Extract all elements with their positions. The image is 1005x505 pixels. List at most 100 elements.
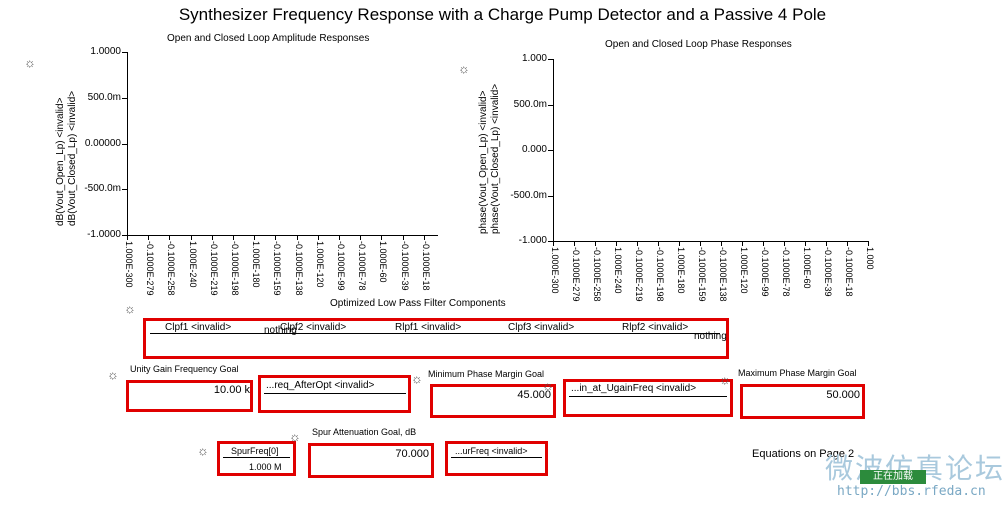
loading-badge: 正在加载: [860, 470, 926, 484]
phase-plot-title: Open and Closed Loop Phase Responses: [605, 39, 792, 50]
x-tick-label: 1.000E-180: [251, 241, 262, 288]
amplitude-ylabel-closed: dB(Vout_Closed_Lp) <invalid>: [67, 90, 78, 226]
spur-freq-value: 1.000 M: [249, 462, 282, 472]
x-tick-mark: [148, 235, 150, 240]
equations-note: Equations on Page 2: [752, 448, 855, 460]
min-phase-margin-label: Minimum Phase Margin Goal: [428, 369, 545, 379]
sun-icon[interactable]: ☼: [107, 367, 119, 382]
max-phase-margin-field[interactable]: [740, 384, 865, 419]
x-tick-label: 1.000E-60: [802, 247, 812, 289]
y-tick-mark: [548, 104, 553, 106]
spur-freq-divider: [223, 457, 290, 458]
max-phase-margin-label: Maximum Phase Margin Goal: [738, 368, 857, 378]
y-tick-mark: [122, 52, 127, 53]
x-tick-label: 1.000E-60: [378, 241, 389, 283]
pm-at-ugain-divider: [569, 396, 727, 397]
x-tick-label: -0.1000E-39: [399, 241, 410, 291]
sun-icon[interactable]: ☼: [411, 371, 423, 386]
x-tick-mark: [360, 235, 362, 240]
freq-after-opt-box[interactable]: [258, 375, 411, 413]
spur-freq-out-divider: [451, 457, 542, 458]
y-tick-mark: [122, 97, 127, 99]
spur-freq-box[interactable]: [217, 441, 296, 476]
spur-atten-label: Spur Attenuation Goal, dB: [312, 427, 417, 437]
sun-icon[interactable]: ☼: [719, 372, 731, 387]
pm-at-ugain-box[interactable]: [563, 379, 733, 417]
min-phase-margin-value: 45.000: [517, 389, 551, 401]
x-tick-label: 1.000E-300: [550, 247, 560, 294]
phase-plot-area[interactable]: [553, 59, 869, 242]
x-tick-mark: [127, 235, 128, 240]
x-tick-label: -0.1000E-198: [655, 247, 665, 302]
x-tick-mark: [868, 241, 869, 246]
x-tick-label: 1.000E-120: [314, 241, 325, 288]
x-tick-mark: [721, 241, 722, 246]
y-tick-label: 1.000: [521, 53, 547, 64]
spur-freq-out-box[interactable]: [445, 441, 548, 476]
y-tick-label: -1.000: [518, 235, 547, 246]
x-tick-mark: [275, 235, 277, 240]
x-tick-mark: [679, 241, 680, 246]
sun-icon[interactable]: ☼: [458, 61, 470, 76]
x-tick-mark: [317, 235, 319, 240]
y-tick-mark: [548, 150, 553, 151]
x-tick-mark: [553, 241, 554, 246]
x-tick-mark: [616, 241, 617, 246]
y-tick-mark: [548, 241, 553, 242]
page-title: Synthesizer Frequency Response with a Ch…: [178, 5, 827, 24]
x-tick-label: 1.000E-300: [124, 241, 134, 288]
x-tick-mark: [190, 235, 192, 240]
x-tick-label: -0.1000E-258: [166, 241, 177, 296]
y-tick-mark: [548, 59, 553, 60]
x-tick-label: -0.1000E-18: [420, 241, 431, 291]
x-tick-label: -0.1000E-198: [230, 241, 240, 296]
x-tick-mark: [423, 235, 425, 240]
amplitude-plot-title: Open and Closed Loop Amplitude Responses: [167, 33, 370, 44]
unity-gain-field[interactable]: [126, 380, 253, 412]
sun-icon[interactable]: ☼: [124, 301, 136, 316]
x-tick-label: -0.1000E-78: [781, 247, 791, 297]
min-phase-margin-field[interactable]: [430, 384, 556, 418]
y-tick-mark: [122, 235, 127, 236]
x-tick-mark: [826, 241, 827, 246]
spur-atten-value: 70.000: [395, 448, 429, 460]
spur-atten-field[interactable]: [308, 443, 434, 478]
x-tick-mark: [595, 241, 596, 246]
x-tick-label: 1.000E-120: [739, 247, 749, 294]
sun-icon[interactable]: ☼: [24, 55, 36, 70]
y-tick-label: -500.0m: [84, 183, 121, 195]
x-tick-label: 1.000E-240: [187, 241, 198, 288]
spur-freq-out-label: ...urFreq <invalid>: [455, 446, 528, 456]
x-tick-label: -0.1000E-219: [208, 241, 219, 296]
x-tick-label: -0.1000E-219: [634, 247, 644, 302]
x-tick-mark: [402, 235, 404, 240]
y-tick-mark: [122, 189, 127, 191]
x-tick-mark: [381, 235, 383, 240]
x-tick-label: -0.1000E-99: [760, 247, 770, 297]
x-tick-mark: [805, 241, 806, 246]
max-phase-margin-value: 50.000: [826, 389, 860, 401]
filter-cell-clpf1: Clpf1 <invalid>: [165, 322, 232, 333]
filter-components-box[interactable]: [143, 318, 729, 359]
amplitude-plot-area[interactable]: [127, 52, 438, 236]
sun-icon[interactable]: ☼: [289, 429, 301, 444]
x-tick-mark: [169, 235, 171, 240]
sun-icon[interactable]: ☼: [542, 378, 554, 393]
freq-after-opt-label: ...req_AfterOpt <invalid>: [266, 380, 375, 391]
x-tick-label: -0.1000E-258: [592, 247, 602, 302]
x-tick-label: 1.000E-180: [676, 247, 686, 294]
x-tick-label: -0.1000E-159: [272, 241, 283, 296]
unity-gain-label: Unity Gain Frequency Goal: [130, 364, 239, 374]
x-tick-label: -0.1000E-18: [844, 247, 854, 297]
y-tick-label: 500.0m: [513, 98, 547, 110]
sun-icon[interactable]: ☼: [197, 443, 209, 458]
filter-table-divider: [150, 333, 720, 334]
nothing-label: nothing: [694, 331, 727, 342]
x-tick-label: 1.000: [865, 247, 875, 270]
freq-after-opt-divider: [264, 393, 406, 394]
phase-ylabel-open: phase(Vout_Open_Lp) <invalid>: [478, 90, 489, 234]
x-tick-label: -0.1000E-159: [697, 247, 707, 302]
filter-table-title: Optimized Low Pass Filter Components: [330, 298, 506, 309]
pm-at-ugain-label: ...in_at_UgainFreq <invalid>: [571, 383, 697, 394]
x-tick-label: -0.1000E-138: [718, 247, 728, 302]
